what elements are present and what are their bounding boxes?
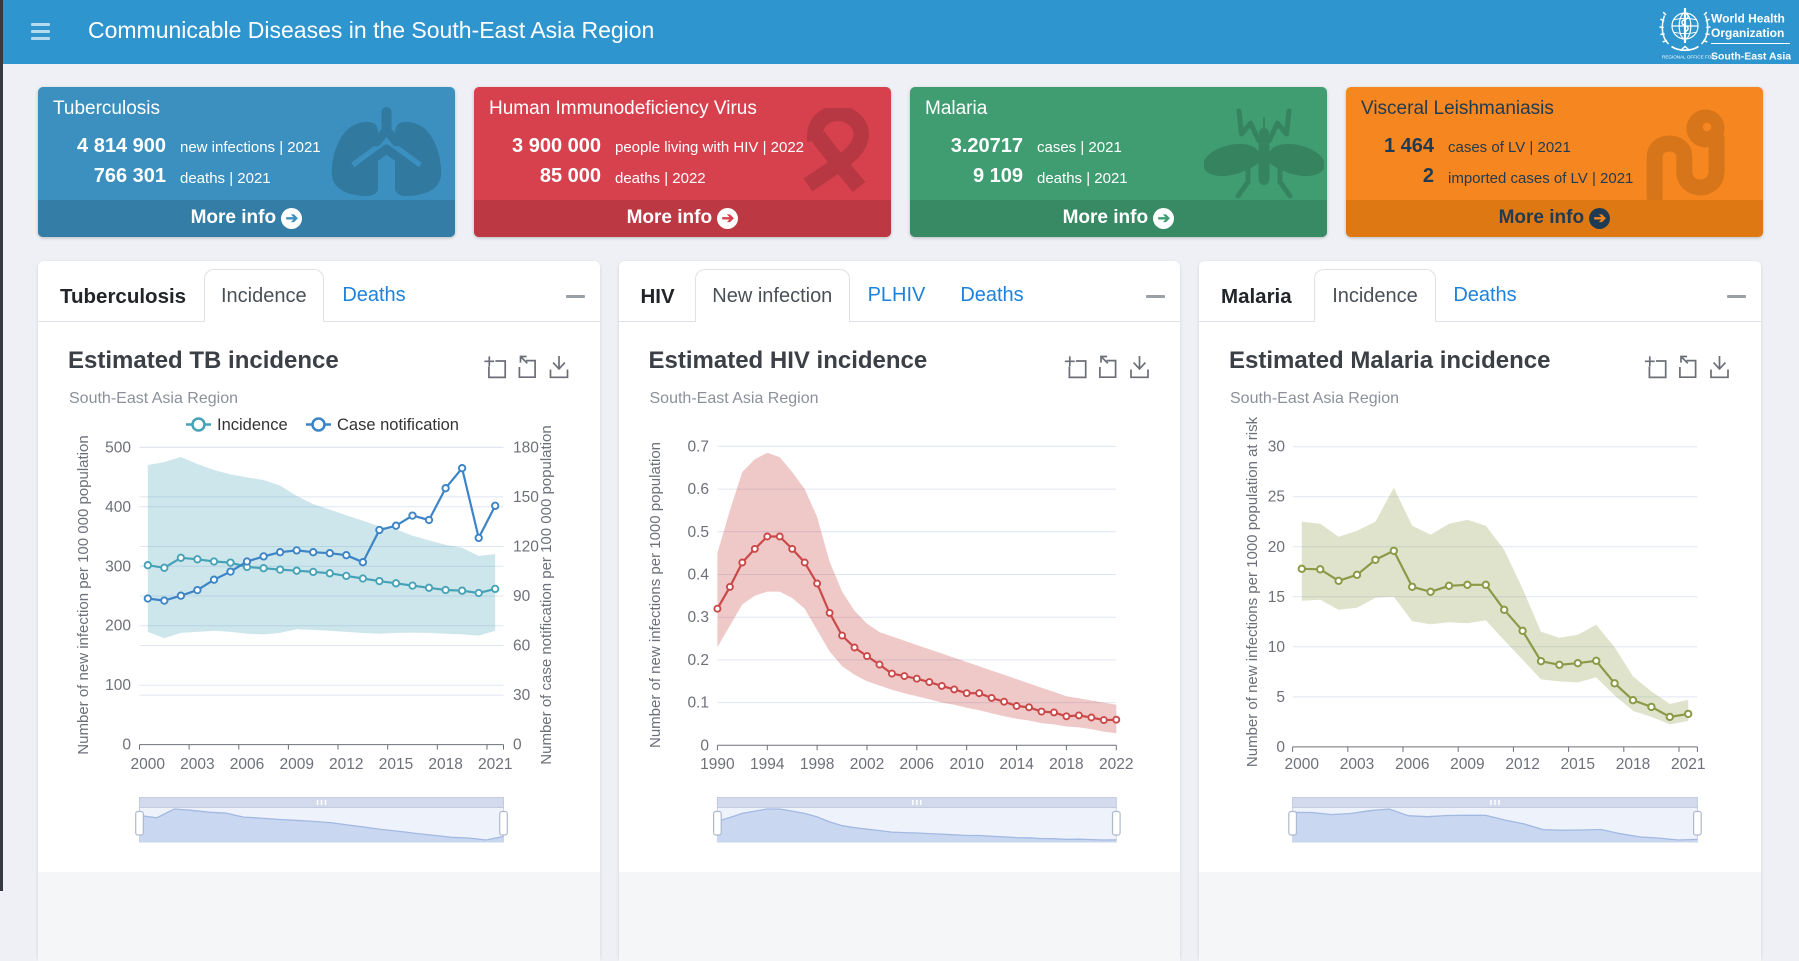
svg-text:90: 90 <box>513 588 531 605</box>
svg-text:2014: 2014 <box>999 756 1034 773</box>
svg-text:2015: 2015 <box>379 756 413 773</box>
svg-text:0: 0 <box>700 737 709 754</box>
svg-text:2006: 2006 <box>230 756 264 773</box>
svg-text:Case notification: Case notification <box>337 416 459 434</box>
svg-text:2021: 2021 <box>1671 756 1705 773</box>
svg-text:0.5: 0.5 <box>687 524 709 541</box>
svg-text:2018: 2018 <box>428 756 462 773</box>
svg-text:15: 15 <box>1268 589 1285 606</box>
svg-text:30: 30 <box>513 687 531 704</box>
svg-text:120: 120 <box>513 539 539 556</box>
svg-text:2000: 2000 <box>1285 756 1320 773</box>
svg-text:2010: 2010 <box>949 756 984 773</box>
svg-text:5: 5 <box>1276 689 1285 706</box>
svg-text:0.6: 0.6 <box>687 481 709 498</box>
svg-text:World Health: World Health <box>1711 12 1785 26</box>
svg-text:2006: 2006 <box>1395 756 1429 773</box>
svg-text:25: 25 <box>1268 489 1285 506</box>
svg-text:REGIONAL OFFICE FOR: REGIONAL OFFICE FOR <box>1662 55 1715 60</box>
svg-text:0.1: 0.1 <box>687 695 709 712</box>
svg-text:1990: 1990 <box>700 756 735 773</box>
svg-text:0.2: 0.2 <box>687 652 709 669</box>
svg-text:500: 500 <box>105 439 131 456</box>
svg-text:Number of new infections per 1: Number of new infections per 1000 popula… <box>1244 416 1261 767</box>
svg-text:2003: 2003 <box>1340 756 1374 773</box>
svg-text:2006: 2006 <box>899 756 933 773</box>
svg-text:2003: 2003 <box>180 756 214 773</box>
svg-text:Incidence: Incidence <box>217 416 288 434</box>
svg-text:2022: 2022 <box>1099 756 1133 773</box>
svg-text:400: 400 <box>105 499 131 516</box>
svg-text:Number of case notification pe: Number of case notification per 100 000 … <box>538 425 555 764</box>
svg-text:Number of new infections per 1: Number of new infections per 1000 popula… <box>647 442 664 748</box>
svg-text:150: 150 <box>513 489 539 506</box>
svg-text:0: 0 <box>1276 739 1285 756</box>
svg-text:60: 60 <box>513 638 531 655</box>
svg-text:300: 300 <box>105 558 131 575</box>
svg-text:10: 10 <box>1268 639 1286 656</box>
svg-text:180: 180 <box>513 439 539 456</box>
svg-text:100: 100 <box>105 677 131 694</box>
svg-text:2021: 2021 <box>478 756 512 773</box>
svg-text:0: 0 <box>513 737 522 754</box>
svg-text:2012: 2012 <box>329 756 363 773</box>
svg-text:Organization: Organization <box>1711 26 1784 40</box>
svg-text:Number of new infection per 10: Number of new infection per 100 000 popu… <box>75 435 92 754</box>
svg-text:20: 20 <box>1268 539 1286 556</box>
svg-text:2002: 2002 <box>849 756 883 773</box>
svg-text:2018: 2018 <box>1049 756 1083 773</box>
svg-text:2015: 2015 <box>1561 756 1595 773</box>
svg-text:200: 200 <box>105 618 131 635</box>
svg-text:0.7: 0.7 <box>687 438 709 455</box>
svg-text:2009: 2009 <box>279 756 313 773</box>
svg-text:2009: 2009 <box>1450 756 1484 773</box>
svg-text:0.3: 0.3 <box>687 609 709 626</box>
svg-text:1994: 1994 <box>750 756 785 773</box>
svg-text:30: 30 <box>1268 439 1286 456</box>
svg-text:0: 0 <box>122 737 131 754</box>
svg-text:2012: 2012 <box>1505 756 1539 773</box>
svg-text:2000: 2000 <box>131 756 166 773</box>
svg-text:0.4: 0.4 <box>687 567 709 584</box>
svg-text:South-East Asia: South-East Asia <box>1711 51 1791 63</box>
svg-text:1998: 1998 <box>799 756 833 773</box>
svg-text:2018: 2018 <box>1616 756 1650 773</box>
